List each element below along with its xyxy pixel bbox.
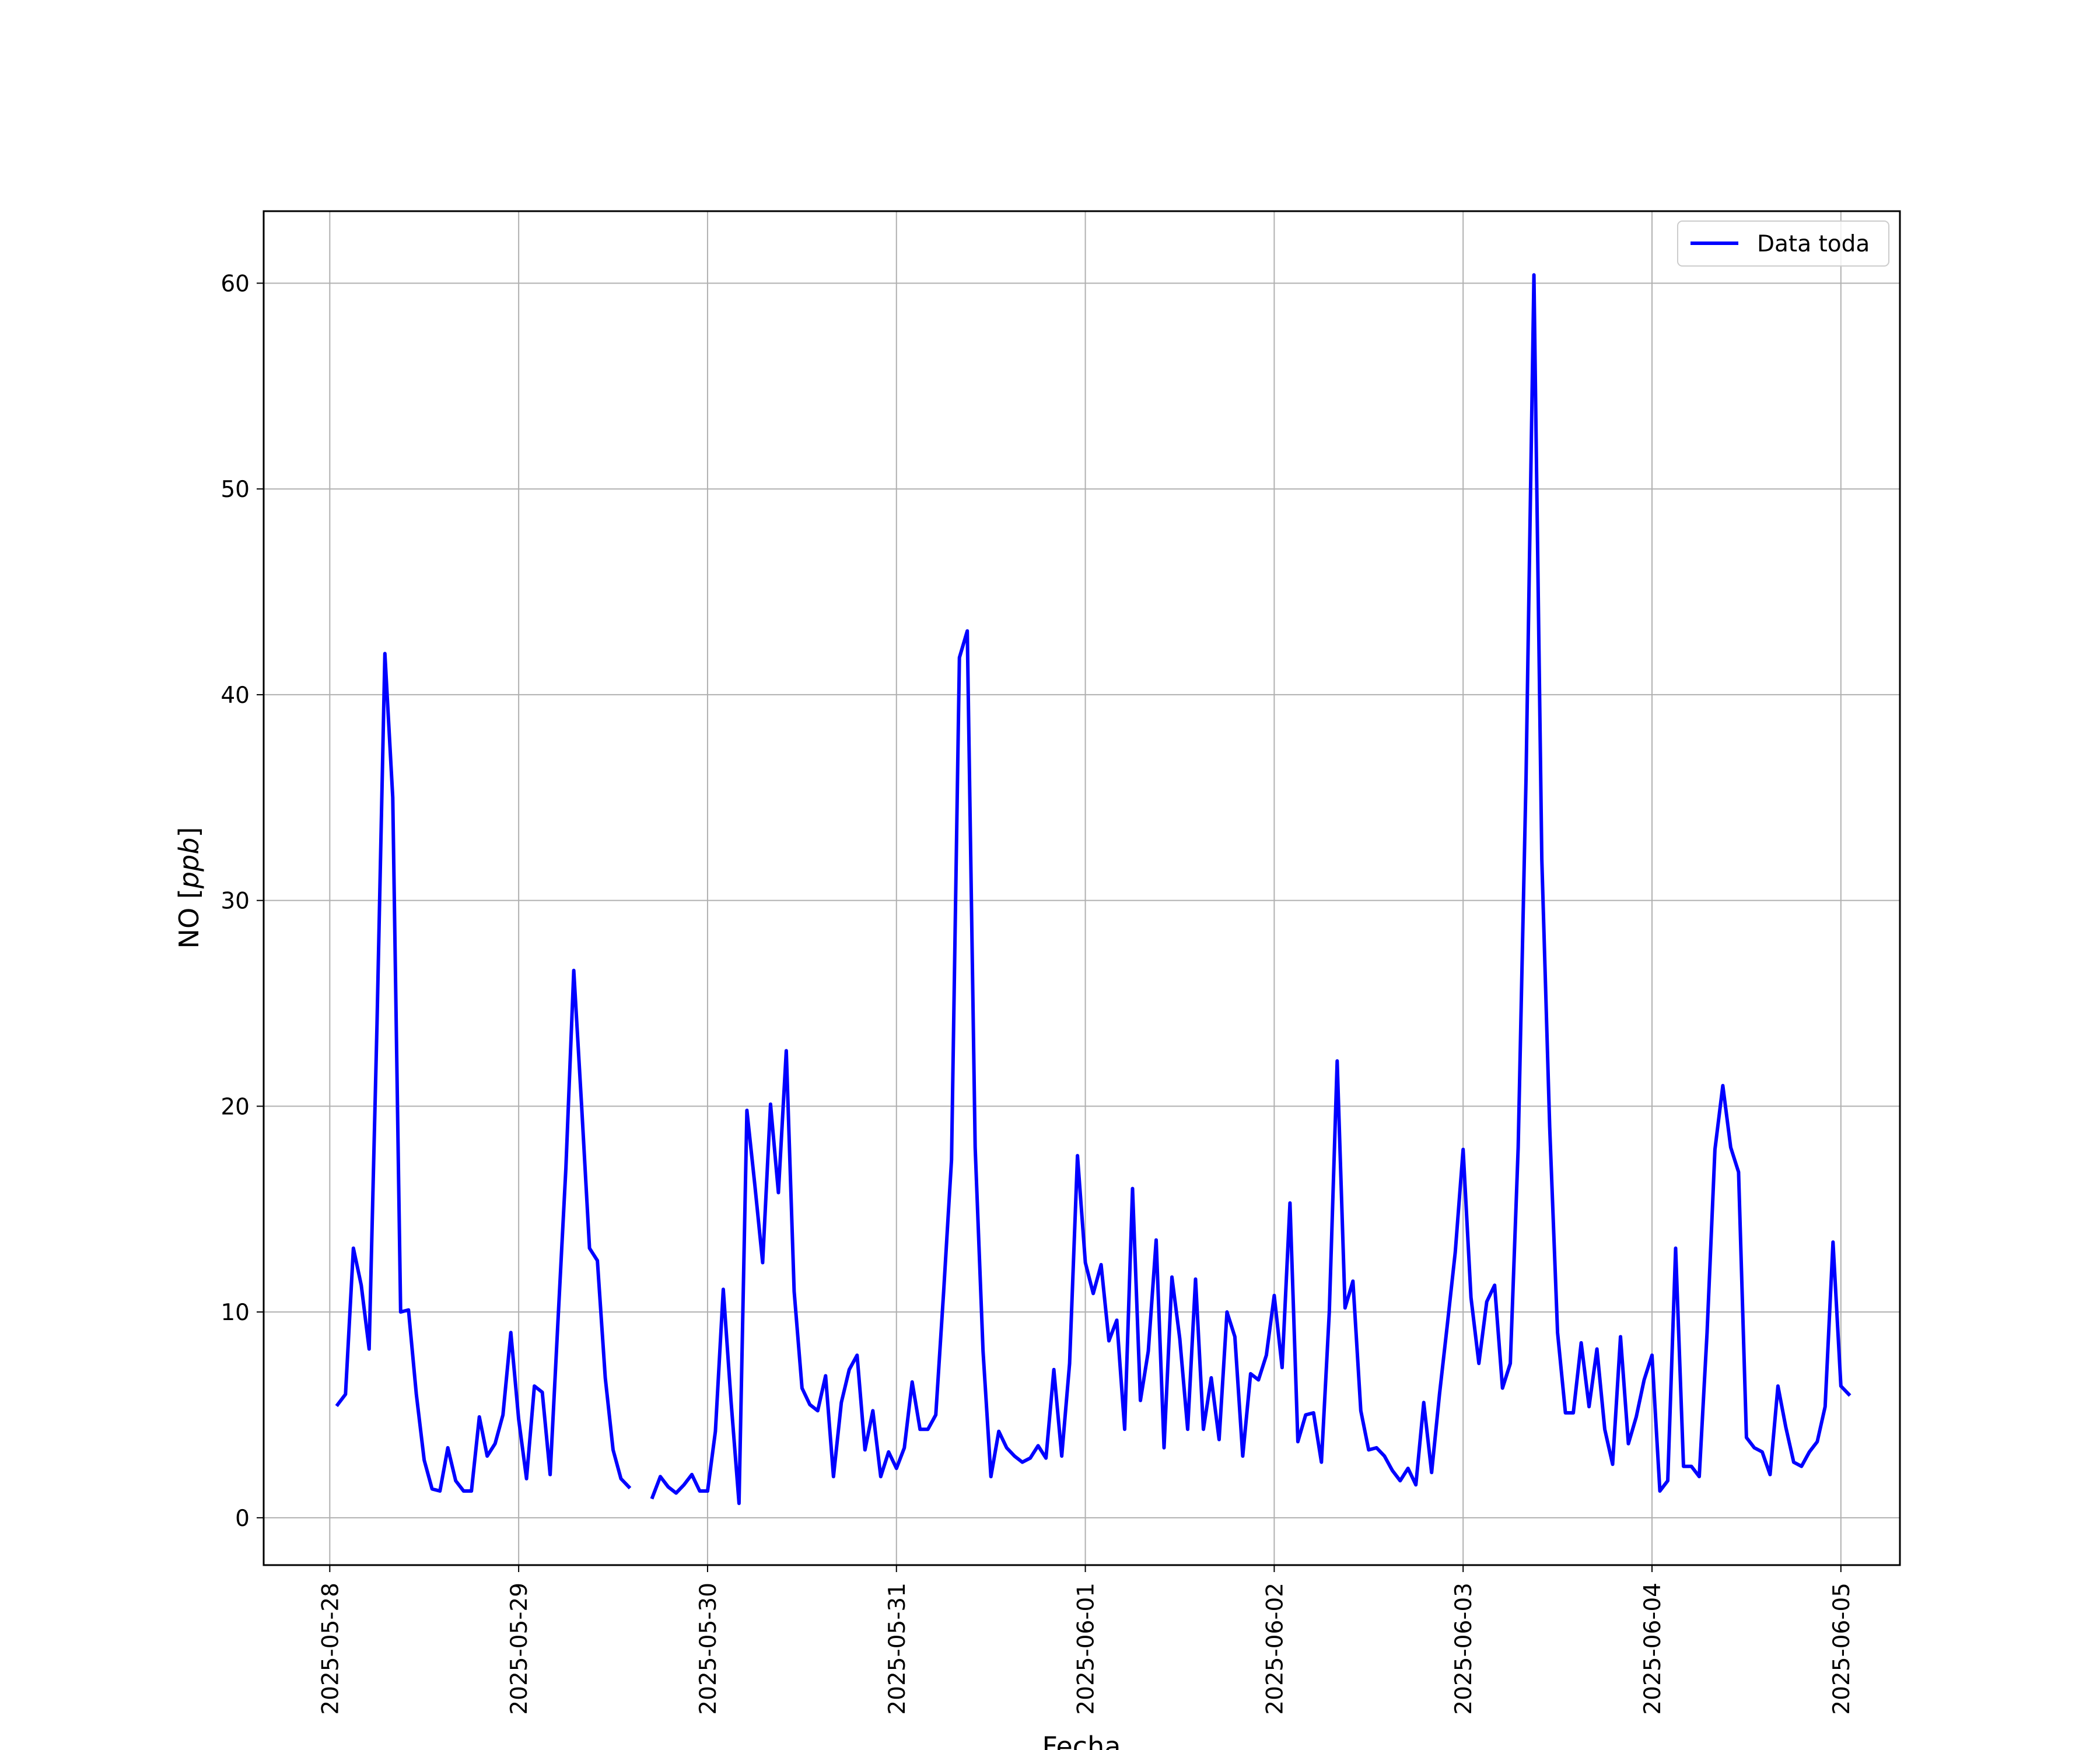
y-tick-label: 40	[220, 682, 250, 709]
y-tick-label: 50	[220, 477, 250, 503]
grid	[264, 211, 1900, 1565]
y-tick-label: 60	[220, 271, 250, 297]
plot-background	[264, 211, 1900, 1565]
y-tick-label: 10	[220, 1300, 250, 1326]
legend-label: Data toda	[1757, 231, 1870, 257]
x-tick-label: 2025-06-03	[1451, 1583, 1477, 1715]
x-tick-label: 2025-05-31	[884, 1583, 911, 1715]
x-tick-label: 2025-06-04	[1640, 1583, 1666, 1715]
y-tick-label: 20	[220, 1094, 250, 1120]
series-line	[335, 273, 1852, 1506]
x-tick-label: 2025-05-29	[506, 1583, 533, 1715]
x-axis-label: Fecha	[1042, 1731, 1121, 1750]
plot-frame	[262, 210, 1901, 1566]
x-tick-label: 2025-06-02	[1262, 1583, 1288, 1715]
legend-box	[1677, 220, 1889, 267]
x-tick-label: 2025-05-30	[695, 1583, 722, 1715]
y-tick-label: 0	[235, 1506, 250, 1532]
x-tick-label: 2025-06-05	[1829, 1583, 1855, 1715]
y-axis-label-text: NO [	[173, 888, 205, 949]
y-tick-label: 30	[220, 888, 250, 915]
y-axis-label: NO [ppb]	[173, 827, 205, 949]
series-lines	[335, 273, 1852, 1506]
y-axis-label-unit: ppb	[173, 838, 205, 890]
legend: Data toda	[1677, 220, 1889, 267]
tick-labels: 2025-05-28 2025-05-29 2025-05-30 2025-05-31…	[220, 271, 1854, 1714]
x-tick-label: 2025-06-01	[1073, 1583, 1100, 1715]
ticks	[257, 282, 1842, 1572]
y-axis-label-close: ]	[173, 827, 205, 838]
x-tick-label: 2025-05-28	[317, 1583, 344, 1715]
